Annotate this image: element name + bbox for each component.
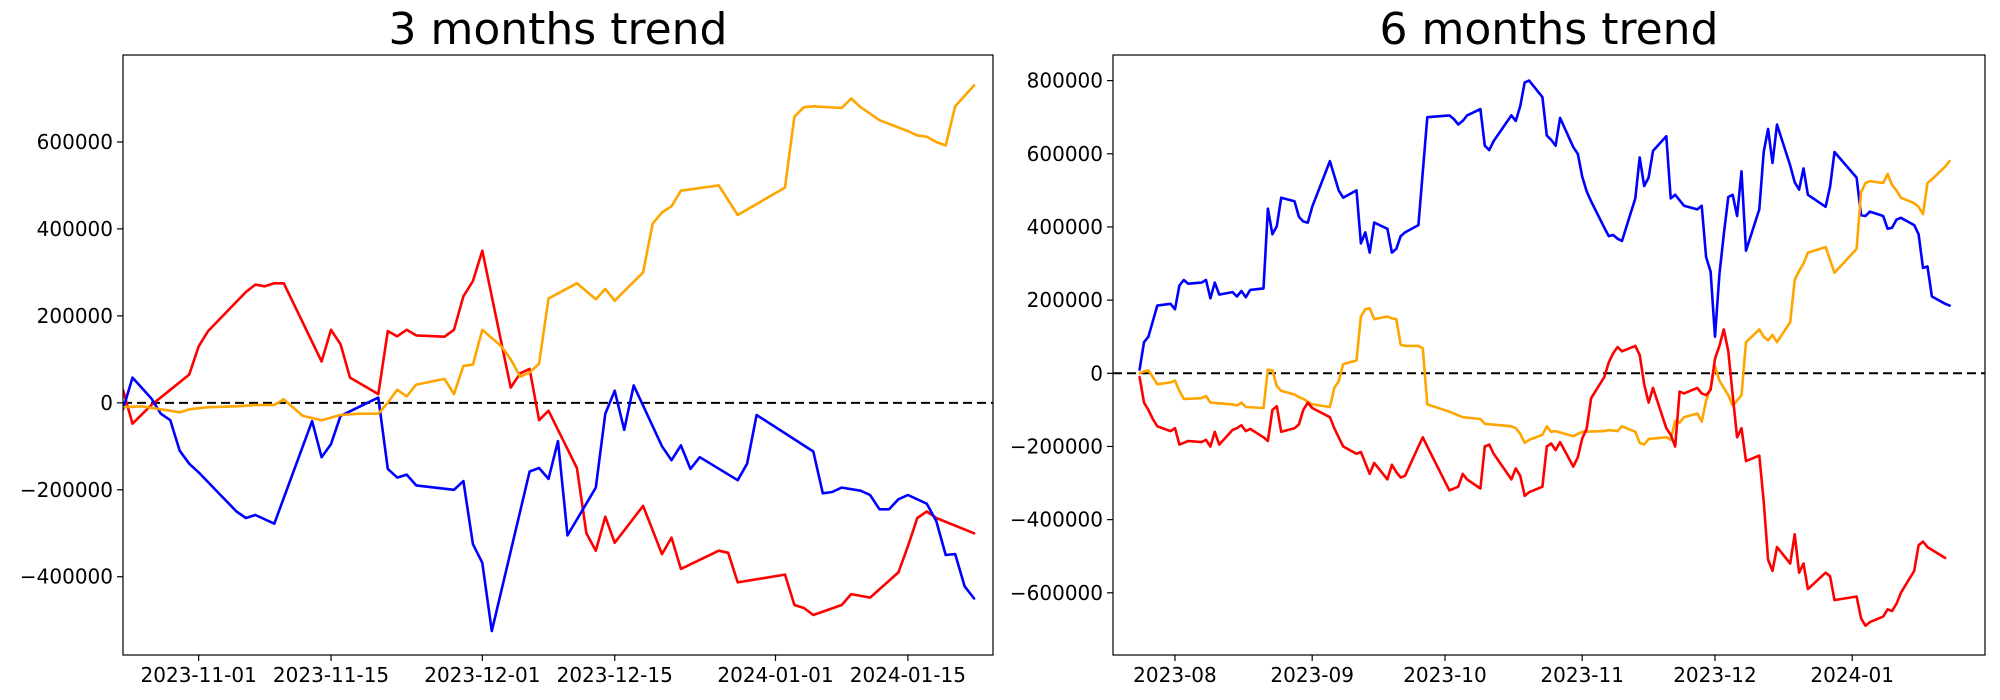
y-tick-label: 600000: [37, 130, 113, 154]
chart-title: 3 months trend: [389, 4, 728, 55]
x-tick-label: 2023-11-01: [141, 663, 257, 687]
y-tick-label: −400000: [20, 565, 113, 589]
x-tick-label: 2024-01: [1810, 663, 1894, 687]
plot-series-group: [1113, 79, 1985, 628]
y-tick-label: 200000: [37, 304, 113, 328]
series-line: [1138, 79, 1951, 371]
x-tick-label: 2023-10: [1403, 663, 1487, 687]
y-tick-label: −600000: [1010, 581, 1103, 605]
axes-frame: [122, 54, 994, 656]
plot-series-group: [123, 84, 993, 633]
y-axis-ticks: −600000 −400000 −200000 0 200000 400000 600000…: [1010, 69, 1113, 605]
axes-frame: [1112, 54, 1986, 656]
x-tick-label: 2023-12-15: [557, 663, 673, 687]
series-line: [123, 84, 976, 422]
plot-area: [123, 84, 993, 633]
y-tick-label: −400000: [1010, 508, 1103, 532]
x-axis-ticks: 2023-08 2023-09 2023-10 2023-11 2023-12 2024-…: [1133, 655, 1894, 687]
y-tick-label: −200000: [20, 478, 113, 502]
series-line: [123, 249, 976, 617]
x-tick-label: 2023-08: [1133, 663, 1217, 687]
y-tick-label: 800000: [1027, 69, 1103, 93]
series-line: [1138, 328, 1947, 628]
y-tick-label: 400000: [37, 217, 113, 241]
x-tick-label: 2023-12: [1673, 663, 1757, 687]
y-tick-label: −200000: [1010, 434, 1103, 458]
y-tick-label: 0: [100, 391, 113, 415]
series-line: [1138, 159, 1951, 446]
x-tick-label: 2024-01-01: [717, 663, 833, 687]
y-tick-label: 200000: [1027, 288, 1103, 312]
y-tick-label: 600000: [1027, 142, 1103, 166]
y-axis-ticks: −400000 −200000 0 200000 400000 600000: [20, 130, 123, 589]
series-line: [123, 376, 976, 633]
x-axis-ticks: 2023-11-01 2023-11-15 2023-12-01 2023-12-15…: [141, 655, 966, 687]
chart-title: 6 months trend: [1380, 4, 1719, 55]
chart-6-months: 6 months trend −600000 −400000 −200000 0 200…: [1010, 4, 1986, 687]
x-tick-label: 2023-11: [1540, 663, 1624, 687]
x-tick-label: 2023-12-01: [424, 663, 540, 687]
x-tick-label: 2024-01-15: [850, 663, 966, 687]
x-tick-label: 2023-11-15: [273, 663, 389, 687]
plot-area: [1113, 79, 1985, 628]
y-tick-label: 400000: [1027, 215, 1103, 239]
y-tick-label: 0: [1090, 361, 1103, 385]
x-tick-label: 2023-09: [1270, 663, 1354, 687]
chart-3-months: 3 months trend −400000 −200000 0 200000 4000…: [20, 4, 994, 687]
